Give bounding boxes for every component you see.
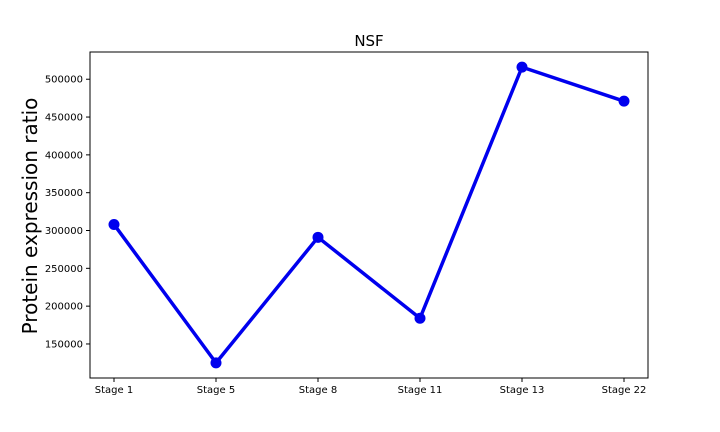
y-tick-label: 150000 bbox=[45, 339, 83, 350]
x-tick-label: Stage 11 bbox=[398, 385, 443, 396]
y-tick-label: 200000 bbox=[45, 302, 83, 313]
y-axis-label: Protein expression ratio bbox=[18, 98, 42, 335]
x-tick-label: Stage 5 bbox=[197, 385, 235, 396]
y-tick-label: 450000 bbox=[45, 113, 83, 124]
x-tick-label: Stage 13 bbox=[500, 385, 545, 396]
data-point bbox=[618, 95, 630, 107]
x-tick-label: Stage 8 bbox=[299, 385, 337, 396]
y-axis: 150000 200000 250000 300000 350000 400000 4500… bbox=[45, 75, 90, 350]
y-tick-label: 300000 bbox=[45, 226, 83, 237]
y-tick-label: 400000 bbox=[45, 150, 83, 161]
data-point bbox=[108, 218, 120, 230]
data-point bbox=[312, 231, 324, 243]
series-layer bbox=[108, 61, 630, 369]
y-tick-label: 250000 bbox=[45, 264, 83, 275]
y-tick-label: 350000 bbox=[45, 188, 83, 199]
data-point bbox=[210, 357, 222, 369]
x-axis: Stage 1 Stage 5 Stage 8 Stage 11 Stage 13 Sta… bbox=[95, 378, 647, 396]
series-line bbox=[112, 65, 625, 365]
x-tick-label: Stage 1 bbox=[95, 385, 133, 396]
plot-area-frame bbox=[89, 51, 649, 379]
x-tick-label: Stage 22 bbox=[602, 385, 647, 396]
data-point bbox=[516, 61, 528, 73]
data-point bbox=[414, 312, 426, 324]
chart-title: NSF bbox=[354, 32, 383, 50]
y-tick-label: 500000 bbox=[45, 75, 83, 86]
